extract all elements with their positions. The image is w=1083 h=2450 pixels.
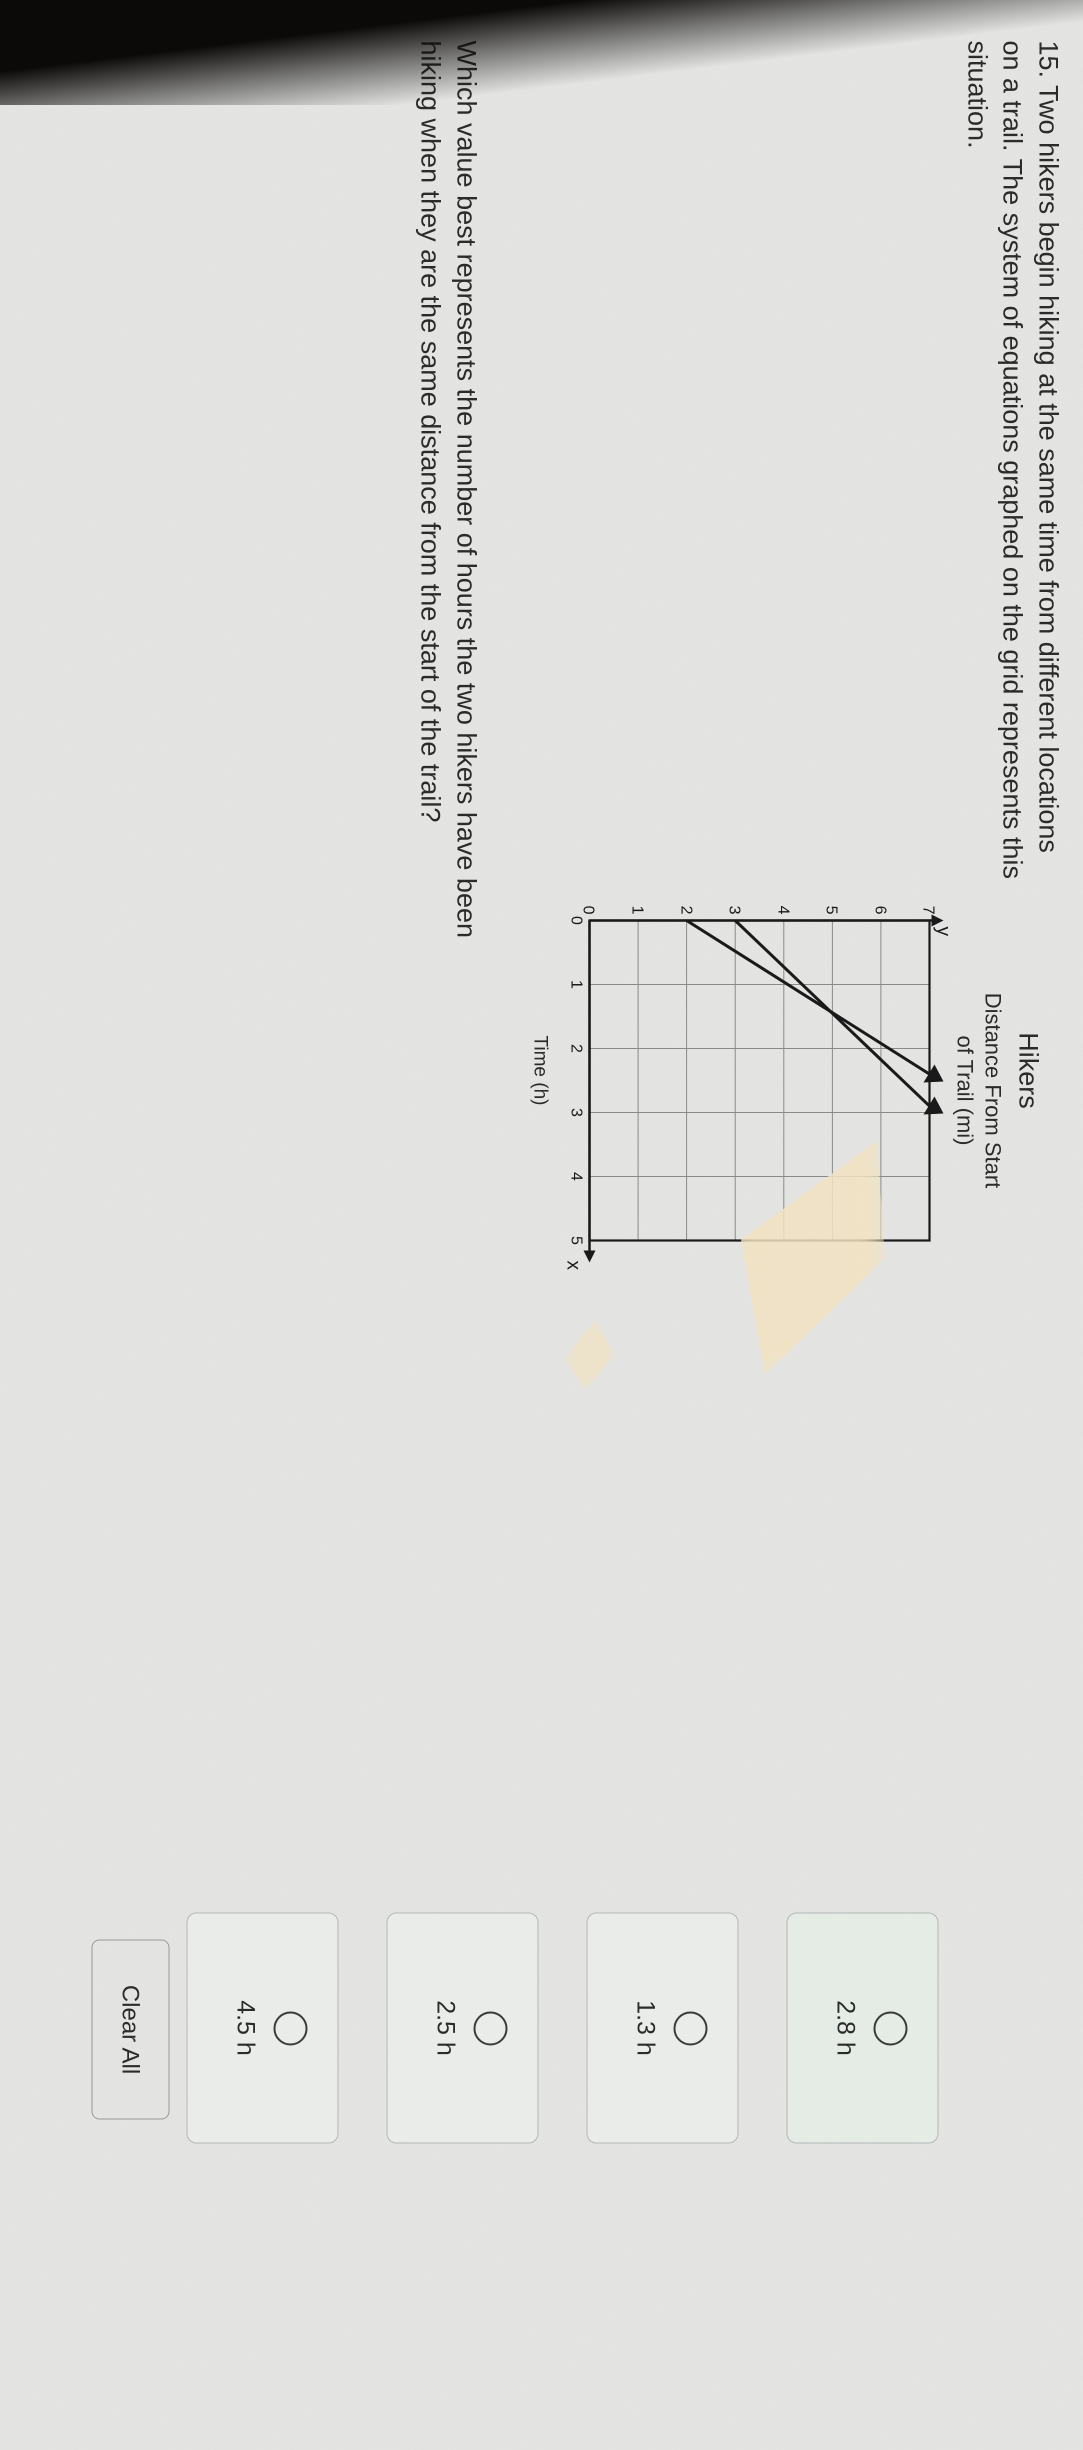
- svg-text:2: 2: [567, 1044, 584, 1053]
- svg-text:y: y: [932, 926, 949, 936]
- svg-text:4: 4: [774, 905, 791, 914]
- svg-text:5: 5: [822, 905, 839, 914]
- svg-text:1: 1: [567, 980, 584, 989]
- svg-text:3: 3: [725, 905, 742, 914]
- svg-text:3: 3: [567, 1108, 584, 1117]
- svg-text:0: 0: [567, 916, 584, 925]
- svg-text:4: 4: [567, 1172, 584, 1181]
- svg-text:0: 0: [579, 905, 596, 914]
- svg-text:5: 5: [567, 1236, 584, 1245]
- svg-text:x: x: [562, 1260, 583, 1270]
- svg-text:1: 1: [628, 905, 645, 914]
- svg-text:2: 2: [677, 905, 694, 914]
- svg-text:7: 7: [919, 905, 936, 914]
- svg-text:6: 6: [871, 905, 888, 914]
